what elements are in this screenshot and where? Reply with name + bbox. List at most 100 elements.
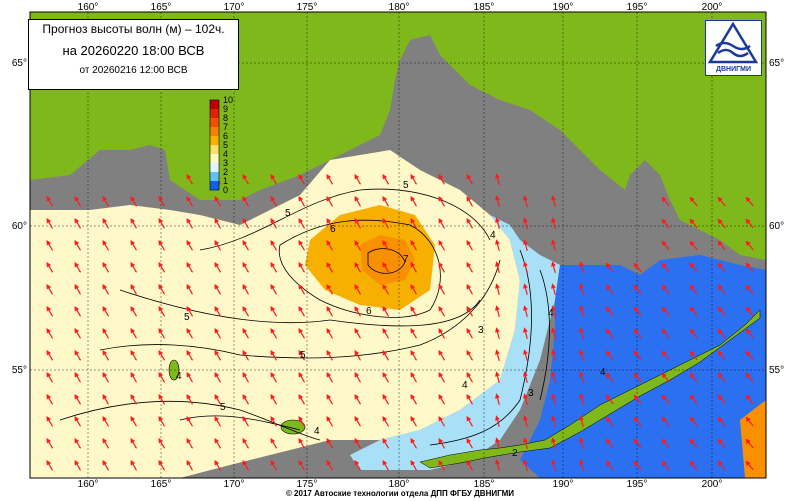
wave-arrow <box>186 371 194 383</box>
lon-labels-bottom: 160° 165° 170° 175° 180° 185° 190° 195° 200° <box>78 479 723 490</box>
wave-arrow <box>74 195 82 207</box>
wave-arrow <box>466 239 474 251</box>
contour-label: 4 <box>600 367 606 378</box>
wave-arrow <box>382 217 390 229</box>
wave-arrow <box>579 327 584 339</box>
lon-label-bottom: 195° <box>627 479 648 490</box>
wave-arrow <box>242 305 250 317</box>
wave-arrow <box>214 371 222 383</box>
wave-arrow <box>102 195 110 207</box>
wave-arrow <box>46 371 54 383</box>
wave-arrow <box>298 283 306 295</box>
lon-label-top: 170° <box>224 2 245 13</box>
wave-arrow <box>689 350 698 361</box>
wave-arrow <box>382 371 390 383</box>
wave-arrow <box>214 261 222 273</box>
wave-arrow <box>466 261 474 273</box>
wave-arrow <box>298 437 306 449</box>
wave-arrow <box>661 328 670 339</box>
wave-arrow <box>745 196 754 207</box>
wave-arrow <box>270 415 278 427</box>
wave-arrow <box>74 239 82 251</box>
wave-arrow <box>270 437 278 449</box>
aleutian-chain <box>419 309 761 469</box>
wave-arrow <box>579 261 584 273</box>
wave-arrow <box>326 305 334 317</box>
contour-label: 4 <box>314 426 320 437</box>
wave-arrow <box>74 217 82 229</box>
wave-arrow <box>410 261 418 273</box>
contour-label: 4 <box>490 230 496 241</box>
wave-arrow <box>242 437 250 449</box>
wave-arrow <box>410 459 418 471</box>
lon-labels-top: 160° 165° 170° 175° 180° 185° 190° 195° 200° <box>78 2 723 13</box>
wave-arrow <box>354 195 362 207</box>
wave-arrow <box>745 284 754 295</box>
wave-arrow <box>354 393 362 405</box>
lon-label-bottom: 200° <box>702 479 723 490</box>
wave-arrow <box>270 283 278 295</box>
wave-arrow <box>130 239 138 251</box>
lon-label-bottom: 160° <box>78 479 99 490</box>
wave-arrow <box>102 327 110 339</box>
wave-arrow <box>74 459 82 471</box>
wave-arrow <box>298 173 306 185</box>
wave-arrow <box>495 195 500 207</box>
wave-arrow <box>523 371 528 383</box>
wave-arrow <box>523 437 528 449</box>
wave-arrow <box>466 459 474 471</box>
wave-arrow <box>661 240 670 251</box>
wave-arrow <box>242 283 250 295</box>
wave-arrow <box>186 173 194 185</box>
wave-arrow <box>270 173 278 185</box>
wave-arrow <box>466 415 474 427</box>
wave-arrow <box>74 261 82 273</box>
wave-arrow <box>102 261 110 273</box>
contour-label: 3 <box>528 388 534 399</box>
wave-arrow <box>717 196 726 207</box>
wave-arrow <box>46 305 54 317</box>
wave-arrow <box>158 239 166 251</box>
lat-label-right: 65° <box>769 58 784 69</box>
wave-arrow <box>661 284 670 295</box>
contour-label: 5 <box>220 402 226 413</box>
wave-arrow <box>326 261 334 273</box>
wave-arrow <box>298 261 306 273</box>
wave-arrow <box>410 349 418 361</box>
wave-arrow <box>689 240 698 251</box>
wave-arrow <box>551 217 556 229</box>
wave-arrow <box>495 459 500 471</box>
wave-arrow <box>382 349 390 361</box>
wave-arrow <box>298 415 306 427</box>
wave-arrow <box>438 195 446 207</box>
wave-arrow <box>745 416 754 427</box>
wave-arrow <box>717 262 726 273</box>
wave-arrow <box>466 195 474 207</box>
wave-arrow <box>661 394 670 405</box>
wave-field-core <box>360 235 415 285</box>
contour-label: 2 <box>512 448 518 459</box>
title-line-1: Прогноз высоты волн (м) – 102ч. <box>42 22 225 36</box>
wave-arrow <box>410 195 418 207</box>
wave-arrow <box>438 459 446 471</box>
color-bar-segment <box>210 100 219 109</box>
wave-arrow <box>130 195 138 207</box>
wave-arrow <box>661 460 670 471</box>
wave-arrow <box>186 283 194 295</box>
wave-arrow <box>242 393 250 405</box>
wave-arrow <box>102 415 110 427</box>
wave-arrow <box>661 350 670 361</box>
wave-arrow <box>354 327 362 339</box>
wave-arrow <box>186 327 194 339</box>
lon-label-top: 180° <box>389 2 410 13</box>
logo-emblem-icon <box>707 22 759 64</box>
wave-arrow <box>74 371 82 383</box>
wave-arrow <box>326 349 334 361</box>
wave-arrow <box>214 415 222 427</box>
wave-arrow <box>130 327 138 339</box>
wave-arrow <box>158 437 166 449</box>
wave-arrow <box>605 372 614 383</box>
color-bar-segment <box>210 127 219 136</box>
wave-arrow <box>495 283 500 295</box>
wave-field-cyan <box>350 215 560 470</box>
